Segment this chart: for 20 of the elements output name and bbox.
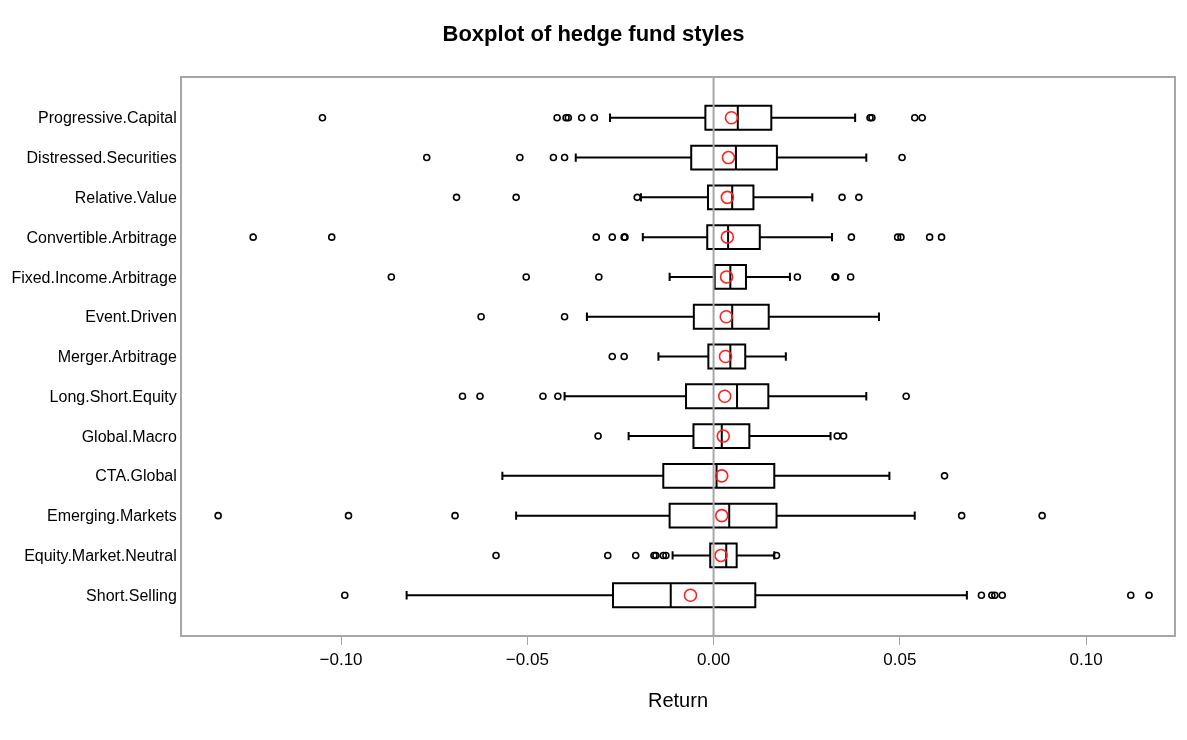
y-tick-label: Event.Driven bbox=[85, 308, 177, 326]
x-tick-label: 0.10 bbox=[1069, 650, 1103, 670]
x-tick-label: 0.00 bbox=[697, 650, 731, 670]
y-tick-label: Convertible.Arbitrage bbox=[26, 228, 177, 246]
y-tick-label: Short.Selling bbox=[86, 586, 177, 604]
y-tick-label: Emerging.Markets bbox=[46, 507, 177, 525]
y-tick-label: Long.Short.Equity bbox=[49, 387, 177, 405]
y-tick-label: Merger.Arbitrage bbox=[57, 348, 177, 366]
x-tick-label: −0.10 bbox=[319, 650, 363, 670]
y-tick-label: CTA.Global bbox=[95, 467, 177, 485]
y-tick-label: Progressive.Capital bbox=[38, 109, 177, 127]
y-tick-label: Distressed.Securities bbox=[26, 149, 177, 167]
y-tick-label: Fixed.Income.Arbitrage bbox=[11, 268, 177, 286]
chart-title: Boxplot of hedge fund styles bbox=[442, 21, 745, 47]
x-tick-label: −0.05 bbox=[505, 650, 549, 670]
y-tick-label: Global.Macro bbox=[81, 427, 177, 445]
y-tick-label: Relative.Value bbox=[74, 188, 177, 206]
y-tick-label: Equity.Market.Neutral bbox=[24, 547, 177, 565]
x-tick-label: 0.05 bbox=[883, 650, 917, 670]
x-axis-title: Return bbox=[647, 689, 709, 712]
